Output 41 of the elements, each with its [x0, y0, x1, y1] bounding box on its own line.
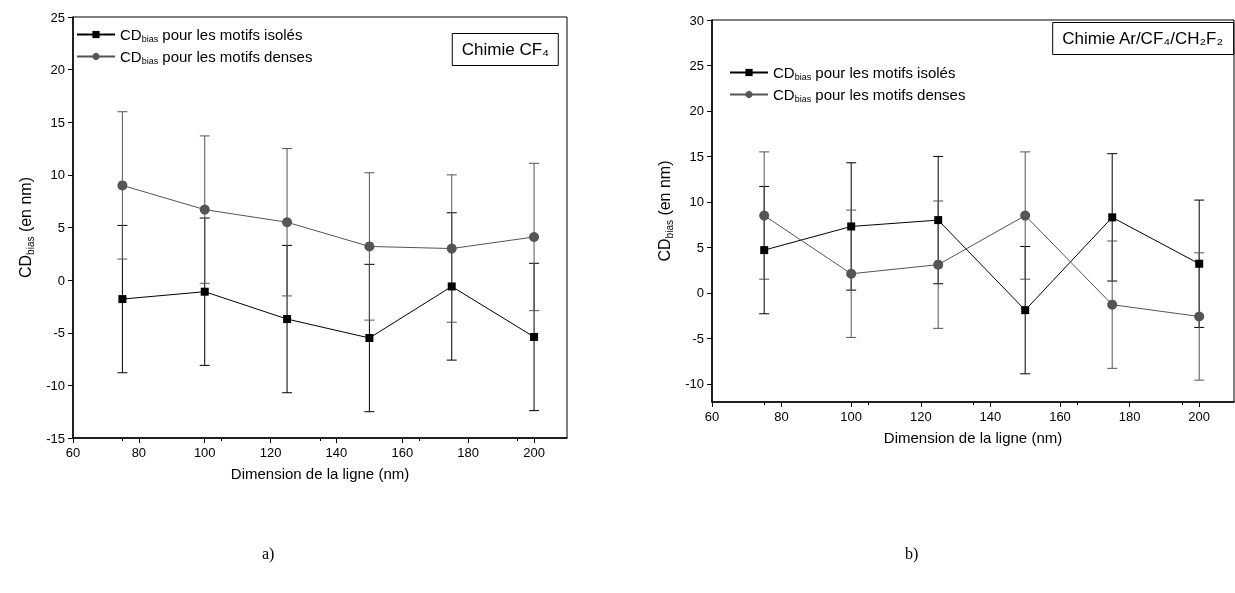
x-tick-label: 200 — [523, 445, 545, 460]
y-tick-label: 10 — [689, 194, 704, 210]
y-tick-label: 15 — [50, 114, 65, 130]
y-tick-label: -5 — [692, 330, 704, 346]
x-tick-label: 160 — [391, 445, 414, 460]
y-tick-label: 30 — [689, 12, 704, 28]
x-tick-label: 180 — [457, 445, 480, 460]
x-axis-title: Dimension de la ligne (nm) — [230, 465, 410, 482]
x-tick-label: 120 — [259, 445, 282, 460]
y-tick-label: 15 — [689, 148, 704, 164]
x-tick-label: 60 — [65, 445, 81, 460]
y-tick-label: 5 — [57, 220, 65, 235]
x-tick-label: 60 — [704, 409, 720, 424]
x-tick-label: 200 — [1188, 409, 1211, 424]
y-axis-title: CDbias (en nm) — [656, 160, 675, 262]
y-tick-label: 20 — [50, 62, 65, 78]
y-tick-label: 10 — [50, 167, 65, 183]
x-tick-label: 80 — [131, 445, 147, 460]
x-tick-label: 100 — [840, 409, 863, 424]
x-tick-label: 140 — [979, 409, 1002, 424]
x-tick-label: 100 — [193, 445, 216, 460]
x-tick-label: 120 — [909, 409, 932, 424]
y-tick-label: 5 — [696, 239, 704, 255]
x-tick-label: 160 — [1049, 409, 1071, 424]
x-tick-label: 180 — [1118, 409, 1141, 424]
text: a) — [262, 544, 275, 563]
x-tick-label: 80 — [774, 409, 789, 424]
text: b) — [905, 544, 919, 563]
y-tick-label: -10 — [46, 377, 65, 393]
y-tick-label: 25 — [50, 9, 65, 25]
text: Chimie Ar/CF₄/CH₂F₂ — [1062, 29, 1224, 48]
y-tick-label: 20 — [689, 103, 704, 119]
y-tick-label: -15 — [46, 430, 65, 446]
y-tick-label: 0 — [696, 285, 704, 301]
x-axis-title: Dimension de la ligne (nm) — [883, 429, 1063, 446]
text: Chimie CF₄ — [461, 40, 550, 59]
y-tick-label: -10 — [685, 376, 704, 392]
x-tick-label: 140 — [325, 445, 348, 460]
y-tick-label: 0 — [57, 272, 65, 288]
y-tick-label: -5 — [53, 325, 65, 341]
y-tick-label: 25 — [689, 57, 704, 73]
